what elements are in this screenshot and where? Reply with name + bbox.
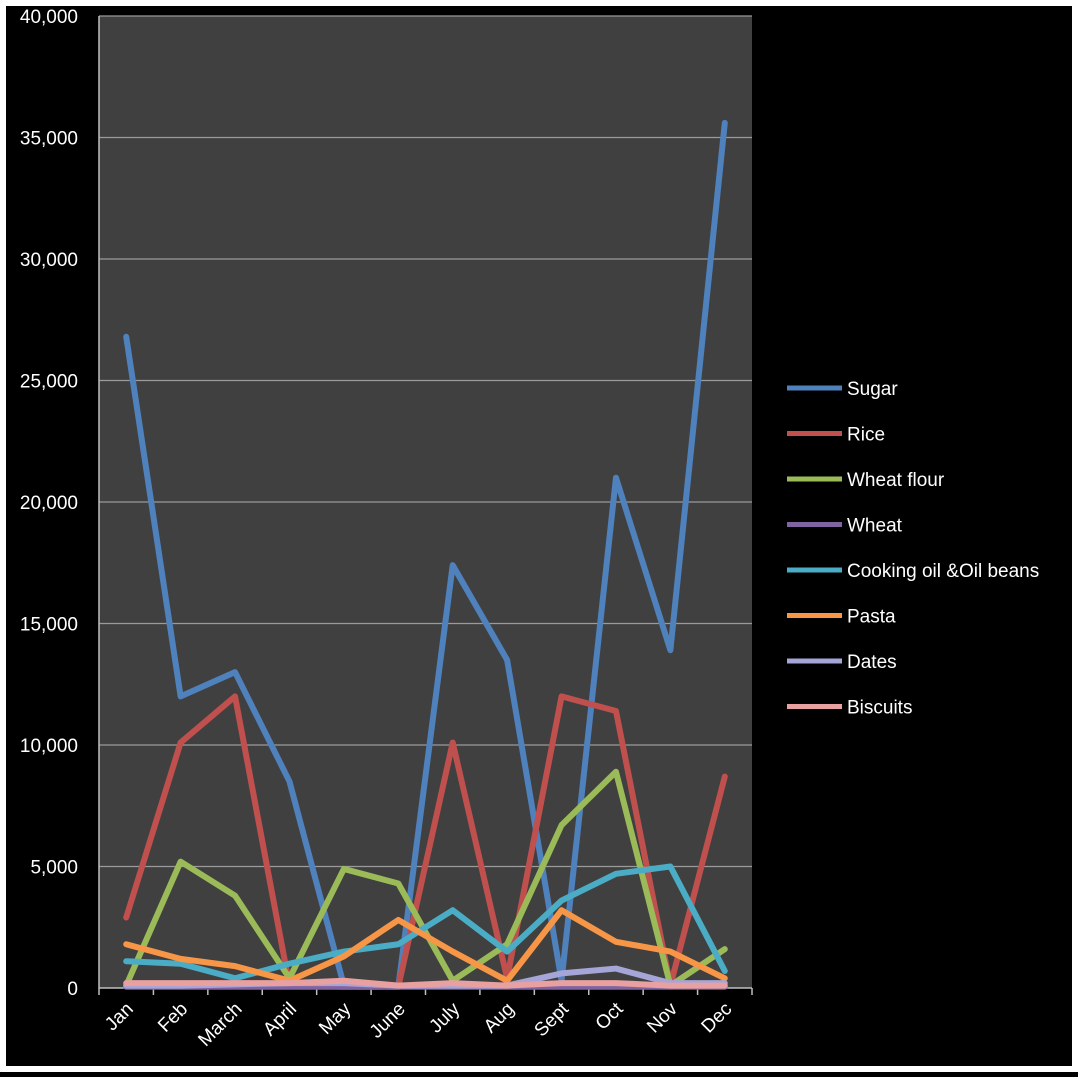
- x-tick-label: March: [194, 999, 246, 1051]
- legend-label: Pasta: [847, 607, 896, 628]
- series-line-1: [123, 693, 728, 990]
- legend-label: Biscuits: [847, 698, 912, 719]
- x-tick-label: Feb: [154, 999, 192, 1037]
- y-tick-label: 25,000: [20, 372, 78, 393]
- series-line-7: [123, 977, 728, 989]
- legend-label: Wheat: [847, 516, 903, 537]
- x-tick-label: Aug: [480, 999, 519, 1038]
- y-tick-label: 10,000: [20, 736, 78, 757]
- x-tick-label: June: [366, 999, 410, 1043]
- y-tick-label: 15,000: [20, 615, 78, 636]
- gridlines: [99, 15, 752, 868]
- x-tick-label: Nov: [643, 998, 682, 1037]
- series-line-0: [123, 119, 728, 990]
- series-line-5: [123, 907, 728, 984]
- y-tick-label: 5,000: [30, 858, 78, 879]
- x-tick-label: Jan: [101, 999, 138, 1036]
- y-tick-label: 20,000: [20, 493, 78, 514]
- legend-label: Sugar: [847, 379, 898, 400]
- x-tick-label: Dec: [698, 999, 737, 1038]
- legend-label: Wheat flour: [847, 470, 945, 491]
- y-axis: 0 5,000 10,000 15,000 20,000 25,000 30,000 35,0…: [20, 7, 100, 1000]
- x-tick-label: July: [425, 998, 464, 1037]
- series-line-4: [123, 863, 728, 982]
- legend-label: Dates: [847, 652, 897, 673]
- x-tick-label: May: [315, 998, 356, 1039]
- y-tick-label: 0: [67, 979, 78, 1000]
- x-axis: Jan Feb March April May June July Aug Sept Oct Nov…: [98, 987, 753, 1051]
- legend-label: Cooking oil &Oil beans: [847, 561, 1039, 582]
- legend: Sugar Rice Wheat flour Wheat Cooking oil &Oi…: [787, 379, 1039, 719]
- series-lines: [123, 119, 728, 990]
- series-line-2: [123, 768, 728, 989]
- x-tick-label: April: [259, 999, 301, 1041]
- x-tick-label: Sept: [531, 998, 574, 1041]
- y-tick-label: 30,000: [20, 250, 78, 271]
- legend-label: Rice: [847, 425, 885, 446]
- y-tick-label: 40,000: [20, 7, 78, 28]
- x-tick-label: Oct: [592, 998, 628, 1034]
- y-tick-label: 35,000: [20, 129, 78, 150]
